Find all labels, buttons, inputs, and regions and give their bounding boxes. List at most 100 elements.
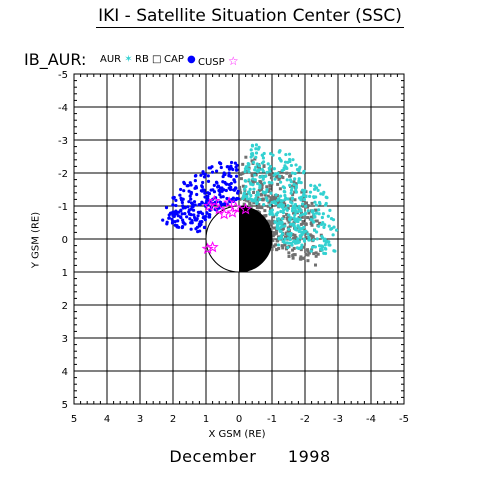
point-aur	[308, 238, 312, 242]
point-rb	[266, 194, 270, 198]
x-axis-label: X GSM (RE)	[208, 429, 266, 440]
point-aur	[317, 208, 321, 212]
point-cap	[183, 206, 187, 210]
point-aur	[261, 156, 266, 160]
point-cap	[227, 173, 231, 177]
legend-item-rb: RB □	[135, 54, 161, 65]
point-rb	[276, 239, 280, 243]
point-aur	[294, 184, 298, 188]
point-cap	[178, 193, 182, 197]
point-aur	[287, 241, 291, 245]
point-rb	[260, 183, 264, 187]
point-cap	[206, 174, 210, 178]
point-rb	[281, 246, 285, 250]
point-cap	[168, 211, 173, 215]
point-aur	[257, 164, 262, 168]
point-rb	[291, 256, 295, 260]
point-rb	[250, 174, 254, 178]
point-rb	[291, 217, 295, 221]
point-rb	[238, 185, 242, 189]
point-rb	[260, 206, 264, 210]
point-cap	[179, 215, 183, 220]
point-rb	[282, 215, 286, 219]
point-aur	[310, 210, 314, 214]
point-aur	[283, 237, 287, 241]
point-aur	[284, 165, 288, 169]
point-cap	[167, 216, 171, 220]
point-rb	[302, 227, 306, 231]
point-cap	[197, 211, 201, 215]
point-aur	[250, 197, 254, 202]
point-cap	[188, 181, 192, 185]
point-cap	[229, 160, 234, 165]
point-aur	[331, 233, 335, 237]
point-aur	[269, 191, 273, 195]
point-rb	[252, 201, 256, 205]
x-tick-label: -4	[366, 414, 376, 425]
point-aur	[290, 201, 294, 205]
point-cap	[191, 208, 196, 212]
point-rb	[238, 189, 242, 193]
point-aur	[320, 248, 324, 252]
point-cap	[188, 217, 192, 221]
point-aur	[290, 171, 295, 175]
aur-star-icon: ✶	[124, 54, 133, 65]
point-cap	[219, 165, 223, 170]
point-aur	[278, 174, 282, 178]
point-rb	[266, 204, 270, 208]
month-label: December	[169, 447, 257, 466]
point-cap	[206, 179, 211, 184]
point-cap	[236, 191, 240, 195]
point-aur	[313, 200, 317, 204]
point-rb	[292, 236, 296, 240]
point-cap	[187, 210, 191, 214]
point-aur	[301, 212, 305, 217]
point-rb	[241, 184, 245, 188]
point-aur	[289, 163, 294, 168]
point-rb	[288, 174, 292, 178]
point-cap	[180, 200, 184, 205]
point-cap	[200, 212, 205, 216]
point-aur	[243, 167, 248, 171]
point-rb	[238, 191, 242, 195]
point-aur	[253, 178, 257, 182]
point-cap	[193, 218, 198, 222]
point-aur	[278, 220, 282, 224]
point-aur	[315, 211, 319, 215]
point-aur	[312, 195, 316, 200]
point-rb	[291, 233, 295, 237]
point-aur	[280, 205, 285, 209]
point-aur	[297, 177, 301, 181]
point-aur	[261, 169, 265, 173]
point-aur	[241, 196, 245, 201]
point-aur	[306, 209, 310, 213]
point-aur	[286, 197, 290, 201]
page-title: IKI - Satellite Situation Center (SSC)	[96, 6, 404, 28]
point-aur	[289, 222, 293, 226]
point-cap	[182, 189, 186, 193]
legend-item-aur: AUR ✶	[100, 54, 133, 65]
point-rb	[244, 155, 248, 159]
point-cap	[189, 213, 193, 217]
point-rb	[271, 219, 275, 223]
point-rb	[280, 244, 284, 248]
point-rb	[288, 197, 292, 201]
point-aur	[317, 212, 321, 216]
point-aur	[281, 185, 285, 189]
point-rb	[299, 248, 303, 252]
point-cap	[183, 222, 187, 226]
point-rb	[271, 174, 275, 178]
point-rb	[306, 216, 310, 220]
point-aur	[298, 227, 303, 231]
point-rb	[301, 220, 305, 224]
point-cap	[200, 189, 204, 193]
point-cap	[207, 213, 212, 217]
point-aur	[270, 181, 274, 185]
point-cap	[181, 218, 185, 222]
point-cap	[205, 198, 209, 202]
point-aur	[323, 243, 327, 247]
point-rb	[285, 212, 289, 216]
point-aur	[254, 143, 259, 147]
point-cap	[170, 217, 174, 221]
point-rb	[310, 201, 314, 205]
